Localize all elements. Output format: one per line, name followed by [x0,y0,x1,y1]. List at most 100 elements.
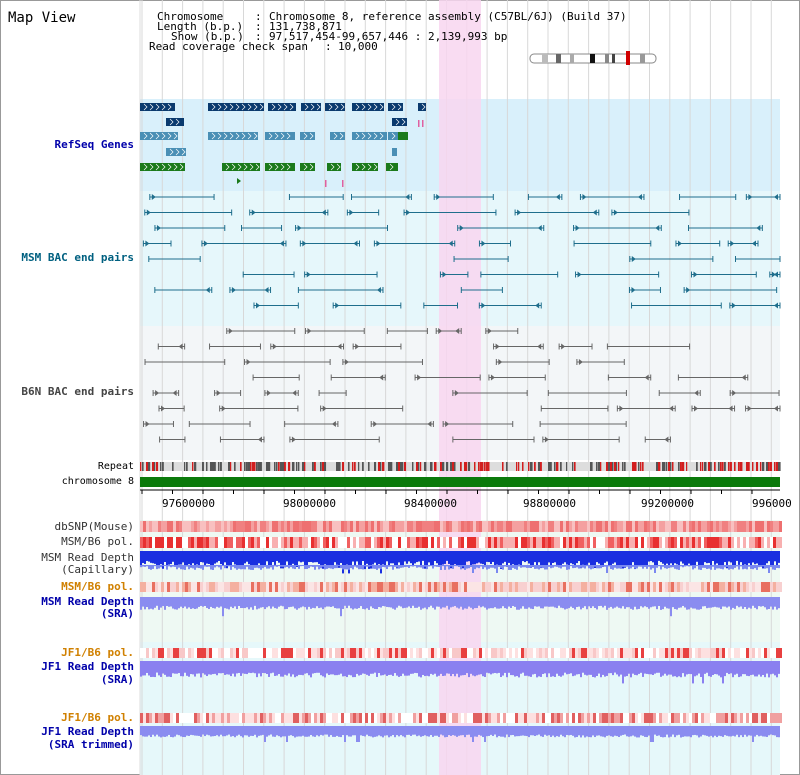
depth-bar [646,661,648,674]
heat-cell [152,648,155,658]
depth-bar [606,565,608,573]
depth-bar [658,726,660,736]
depth-bar [192,565,194,569]
depth-bar [692,661,694,684]
depth-bar [574,726,576,738]
depth-bar [174,551,176,566]
b6n-bac-label[interactable]: B6N BAC end pairs [21,385,134,398]
heat-cell [500,648,503,658]
depth-bar [774,661,776,676]
heat-cell [365,582,368,592]
depth-bar [714,551,716,565]
depth-bar [718,565,720,569]
depth-bar [334,565,336,569]
depth-bar [432,551,434,567]
heat-cell [728,648,731,658]
depth-bar [234,565,236,569]
depth-bar [670,551,672,564]
depth-bar [314,661,316,674]
depth-bar [430,661,432,674]
heat-cell [302,537,305,548]
repeat-element [398,462,401,471]
heat-cell [602,521,605,532]
repeat-element [658,462,661,471]
heat-cell [767,582,770,592]
depth-bar [400,565,402,568]
heat-cell [524,521,527,532]
depth-bar [742,565,744,570]
gene-strand-mark [253,132,258,140]
gene-strand-mark [280,132,285,140]
depth-bar [196,661,198,674]
bac-end-arrow [307,328,312,334]
depth-bar [478,551,480,563]
depth-bar [406,661,408,676]
heat-cell [245,713,248,723]
depth-bar [308,597,310,607]
depth-bar [776,551,778,568]
depth-bar [542,726,544,737]
gene-strand-mark [229,132,234,140]
bac-end-arrow [438,328,443,334]
depth-bar [766,726,768,737]
heat-cell [674,521,677,532]
header-chromosome-value: Chromosome 8, reference assembly (C57BL/… [269,10,627,23]
depth-bar [358,597,360,609]
repeat-element [756,462,759,471]
depth-bar [266,661,268,675]
depth-bar [482,565,484,570]
depth-bar [706,597,708,609]
depth-bar [536,726,538,736]
depth-bar [210,565,212,570]
gene-strand-mark [280,163,285,171]
heat-cell [182,648,185,658]
repeat-element [342,462,345,471]
depth-bar [592,661,594,677]
heat-cell [542,713,545,723]
depth-bar [484,661,486,677]
msm-bac-label[interactable]: MSM BAC end pairs [21,251,134,264]
heat-cell [149,648,152,658]
depth-bar [646,726,648,738]
heat-cell [662,713,665,723]
depth-bar [166,565,168,570]
depth-bar [190,597,192,609]
repeat-element [488,462,490,471]
depth-bar [544,597,546,607]
depth-bar [272,726,274,737]
depth-bar [694,726,696,735]
heat-cell [617,521,620,532]
heat-cell [536,582,539,592]
depth-bar [494,551,496,569]
depth-bar [594,565,596,567]
heat-cell [608,713,611,723]
depth-bar [414,597,416,608]
depth-bar [758,551,760,566]
heat-cell [506,537,509,548]
heat-cell [563,713,566,723]
heat-cell [452,537,455,548]
heat-cell [515,713,518,723]
heat-cell [197,582,200,592]
heat-cell [407,537,410,548]
depth-bar [574,551,576,567]
heat-cell [296,713,299,723]
depth-bar [310,726,312,736]
heat-cell [695,713,698,723]
repeat-element [714,462,716,471]
heat-cell [518,537,521,548]
heat-cell [278,521,281,532]
depth-bar [572,597,574,608]
repeat-element [192,462,194,471]
heat-cell [716,521,719,532]
depth-bar [296,661,298,677]
refseq-genes-label[interactable]: RefSeq Genes [54,138,134,151]
depth-bar [280,551,282,569]
gene-strand-mark [169,148,174,156]
depth-bar [604,597,606,606]
heat-cell [161,713,164,723]
depth-bar [338,597,340,609]
depth-bar [276,565,278,567]
depth-bar [598,565,600,569]
depth-bar [276,661,278,676]
